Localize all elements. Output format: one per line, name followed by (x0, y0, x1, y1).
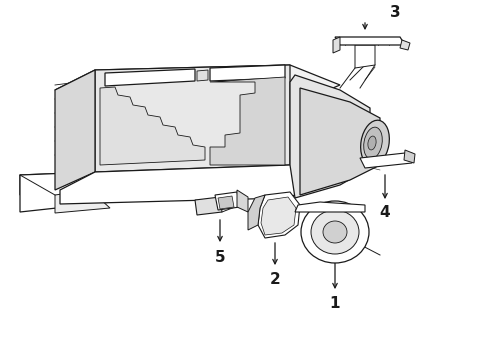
Polygon shape (333, 37, 340, 53)
Polygon shape (258, 192, 300, 238)
Polygon shape (210, 77, 285, 165)
Polygon shape (237, 190, 248, 212)
Polygon shape (197, 70, 208, 81)
Ellipse shape (368, 136, 376, 150)
Polygon shape (20, 165, 290, 195)
Ellipse shape (311, 210, 359, 254)
Polygon shape (335, 37, 405, 45)
Ellipse shape (361, 120, 390, 166)
Text: 1: 1 (330, 297, 340, 311)
Polygon shape (218, 196, 234, 209)
Polygon shape (20, 172, 130, 212)
Polygon shape (100, 87, 205, 165)
Polygon shape (105, 69, 195, 86)
Polygon shape (355, 45, 375, 68)
Ellipse shape (323, 221, 347, 243)
Text: 2: 2 (270, 273, 280, 288)
Polygon shape (215, 192, 240, 210)
Polygon shape (360, 153, 412, 168)
Polygon shape (295, 202, 365, 212)
Polygon shape (290, 75, 370, 198)
Polygon shape (404, 150, 415, 163)
Text: 3: 3 (390, 5, 400, 19)
Polygon shape (400, 40, 410, 50)
Polygon shape (210, 65, 285, 81)
Text: 4: 4 (380, 204, 391, 220)
Polygon shape (55, 70, 95, 190)
Text: 5: 5 (215, 249, 225, 265)
Polygon shape (55, 190, 110, 213)
Ellipse shape (301, 201, 369, 263)
Ellipse shape (364, 127, 382, 159)
Polygon shape (248, 195, 265, 230)
Polygon shape (95, 65, 290, 172)
Polygon shape (55, 65, 340, 107)
Polygon shape (195, 197, 222, 215)
Polygon shape (300, 88, 380, 195)
Polygon shape (60, 165, 340, 204)
Polygon shape (261, 197, 296, 235)
